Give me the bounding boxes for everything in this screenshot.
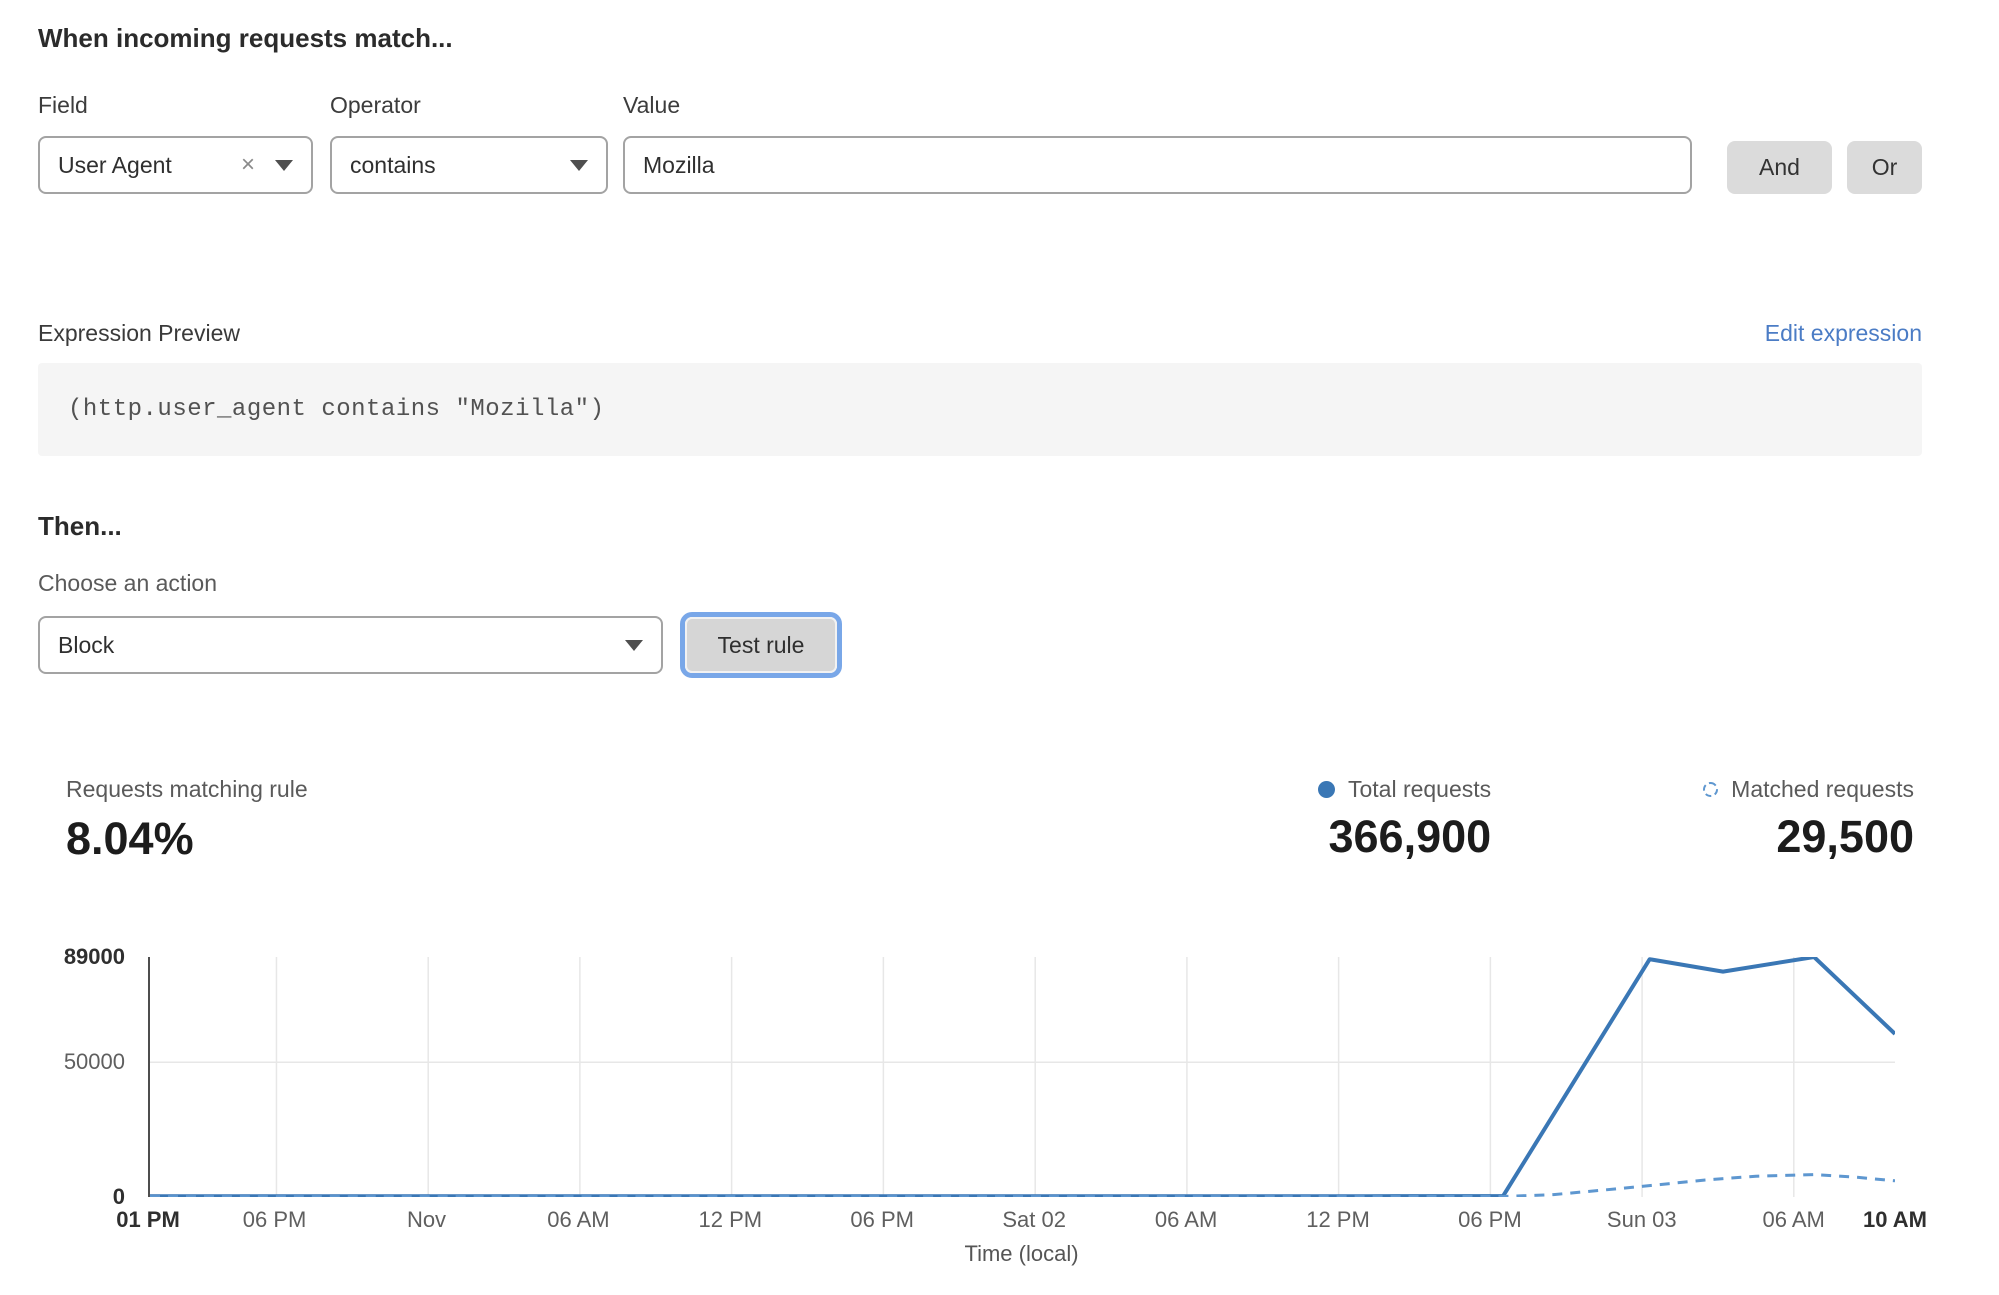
x-tick-label: 06 PM: [1458, 1207, 1522, 1232]
chevron-down-icon[interactable]: [275, 159, 293, 171]
and-button[interactable]: And: [1727, 140, 1832, 194]
chart-plot: 0 50000 89000: [64, 944, 1895, 1209]
field-column: Field User Agent ×: [38, 92, 313, 194]
stat-total-label: Total requests: [1347, 776, 1492, 802]
requests-chart: 0 50000 89000 01 PM 06 PM Nov 06 AM 12 PM 06 PM…: [38, 944, 1927, 1267]
operator-select[interactable]: contains: [330, 136, 608, 194]
stat-matching-value: 8.04%: [66, 813, 194, 864]
chevron-down-icon[interactable]: [570, 159, 588, 171]
expression-preview-box: (http.user_agent contains "Mozilla"): [38, 363, 1922, 456]
stat-matched-requests: Matched requests 29,500: [1703, 776, 1914, 861]
stat-total-value: 366,900: [1328, 811, 1492, 862]
stat-matching-rule: Requests matching rule 8.04%: [66, 776, 1318, 863]
expression-header: Expression Preview Edit expression: [38, 320, 1922, 347]
x-tick-label: 06 AM: [1762, 1207, 1825, 1232]
x-axis-labels: 01 PM 06 PM Nov 06 AM 12 PM 06 PM Sat 02 06 AM 1…: [116, 1197, 1927, 1233]
field-label: Field: [38, 92, 88, 118]
edit-expression-link[interactable]: Edit expression: [1764, 320, 1922, 346]
field-select-controls: ×: [241, 153, 293, 177]
test-rule-button[interactable]: Test rule: [685, 617, 837, 673]
then-heading: Then...: [38, 511, 122, 541]
operator-select-value: contains: [350, 151, 436, 178]
legend-matched: Matched requests: [1703, 776, 1914, 803]
x-tick-label: 06 PM: [242, 1207, 307, 1232]
field-select-value: User Agent: [58, 151, 172, 178]
x-tick-label: 06 PM: [850, 1207, 914, 1232]
x-tick-label: 01 PM: [116, 1207, 180, 1232]
and-or-group: And Or: [1727, 138, 1922, 196]
value-column: Value: [623, 92, 1692, 194]
field-select[interactable]: User Agent ×: [38, 136, 313, 194]
expression-preview-label: Expression Preview: [38, 320, 240, 346]
x-tick-label: 06 AM: [547, 1207, 610, 1232]
action-row: Block Test rule: [38, 612, 1922, 678]
match-heading: When incoming requests match...: [38, 23, 453, 53]
clear-field-icon[interactable]: ×: [240, 151, 255, 178]
y-tick-label: 0: [112, 1184, 125, 1209]
value-input[interactable]: [623, 136, 1692, 194]
y-tick-label: 89000: [63, 944, 125, 969]
x-tick-label: Nov: [406, 1207, 447, 1232]
action-select[interactable]: Block: [38, 616, 663, 674]
solid-dot-legend-icon: [1317, 781, 1335, 798]
dashed-circle-legend-icon: [1703, 782, 1719, 797]
x-axis-title: Time (local): [964, 1241, 1079, 1266]
stat-total-requests: Total requests 366,900: [1317, 776, 1492, 862]
x-tick-label: 06 AM: [1154, 1207, 1218, 1232]
match-condition-row: Field User Agent × Operator contains Val…: [38, 92, 1922, 196]
value-label: Value: [623, 92, 681, 118]
chart-svg: [150, 957, 1895, 1197]
x-tick-label: Sat 02: [1002, 1207, 1066, 1232]
y-axis-labels: 0 50000 89000: [20, 944, 135, 1209]
chevron-down-icon[interactable]: [625, 639, 643, 651]
operator-column: Operator contains: [330, 92, 608, 194]
y-tick-label: 50000: [63, 1049, 125, 1075]
stats-row: Requests matching rule 8.04% Total reque…: [38, 776, 1922, 863]
x-tick-label: Sun 03: [1606, 1207, 1677, 1232]
stat-matched-value: 29,500: [1776, 811, 1914, 862]
action-select-value: Block: [58, 631, 115, 658]
choose-action-label: Choose an action: [38, 570, 218, 596]
legend-total: Total requests: [1317, 776, 1492, 803]
stat-matching-label: Requests matching rule: [66, 776, 308, 802]
stat-matched-label: Matched requests: [1731, 776, 1914, 802]
operator-label: Operator: [330, 92, 421, 118]
x-tick-label: 12 PM: [1306, 1207, 1370, 1232]
x-tick-label: 12 PM: [698, 1207, 763, 1232]
x-tick-label: 10 AM: [1863, 1207, 1927, 1232]
test-rule-focus-ring: Test rule: [680, 612, 842, 678]
or-button[interactable]: Or: [1847, 140, 1922, 194]
expression-code: (http.user_agent contains "Mozilla"): [68, 396, 605, 423]
